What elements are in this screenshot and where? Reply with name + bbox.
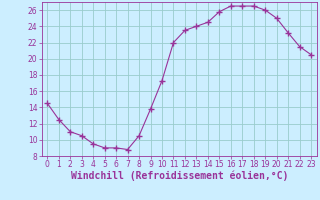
X-axis label: Windchill (Refroidissement éolien,°C): Windchill (Refroidissement éolien,°C) bbox=[70, 171, 288, 181]
